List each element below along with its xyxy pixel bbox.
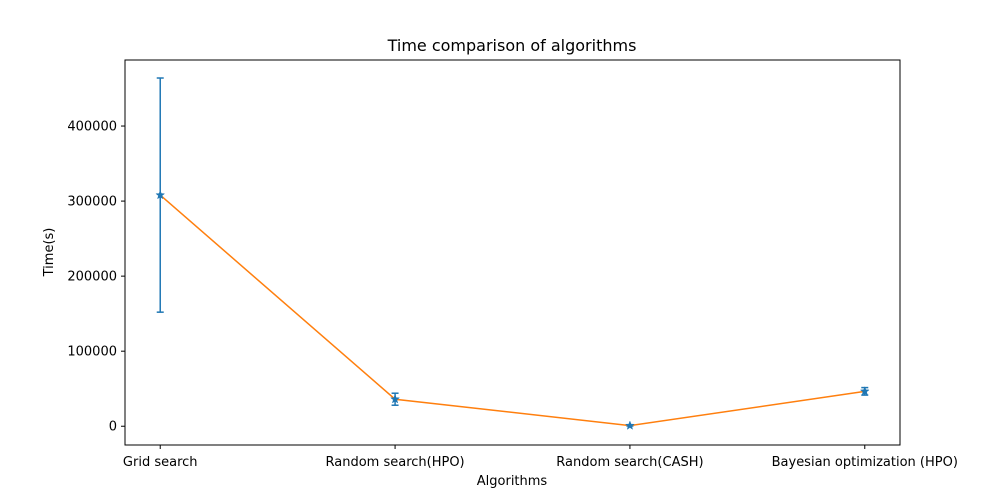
y-tick-label: 300000 bbox=[67, 195, 117, 210]
series-line bbox=[159, 194, 865, 427]
data-point bbox=[624, 420, 635, 430]
x-tick-label: Grid search bbox=[123, 455, 198, 470]
x-tick-label: Bayesian optimization (HPO) bbox=[772, 455, 958, 470]
y-axis-label: Time(s) bbox=[42, 228, 57, 278]
x-tick-label: Random search(CASH) bbox=[556, 455, 703, 470]
axes-frame bbox=[124, 59, 901, 446]
x-tick-label: Random search(HPO) bbox=[326, 455, 465, 470]
y-tick-label: 400000 bbox=[67, 120, 117, 135]
y-tick-label: 100000 bbox=[67, 345, 117, 360]
plot-area: 0 100000 200000 300000 400000 Grid search Rand… bbox=[67, 59, 958, 470]
data-point bbox=[390, 394, 401, 404]
x-axis-label: Algorithms bbox=[477, 474, 548, 489]
data-point bbox=[155, 189, 166, 200]
chart-title: Time comparison of algorithms bbox=[387, 36, 637, 55]
y-tick-label: 0 bbox=[109, 420, 117, 435]
y-tick-label: 200000 bbox=[67, 270, 117, 285]
data-point bbox=[859, 386, 870, 396]
